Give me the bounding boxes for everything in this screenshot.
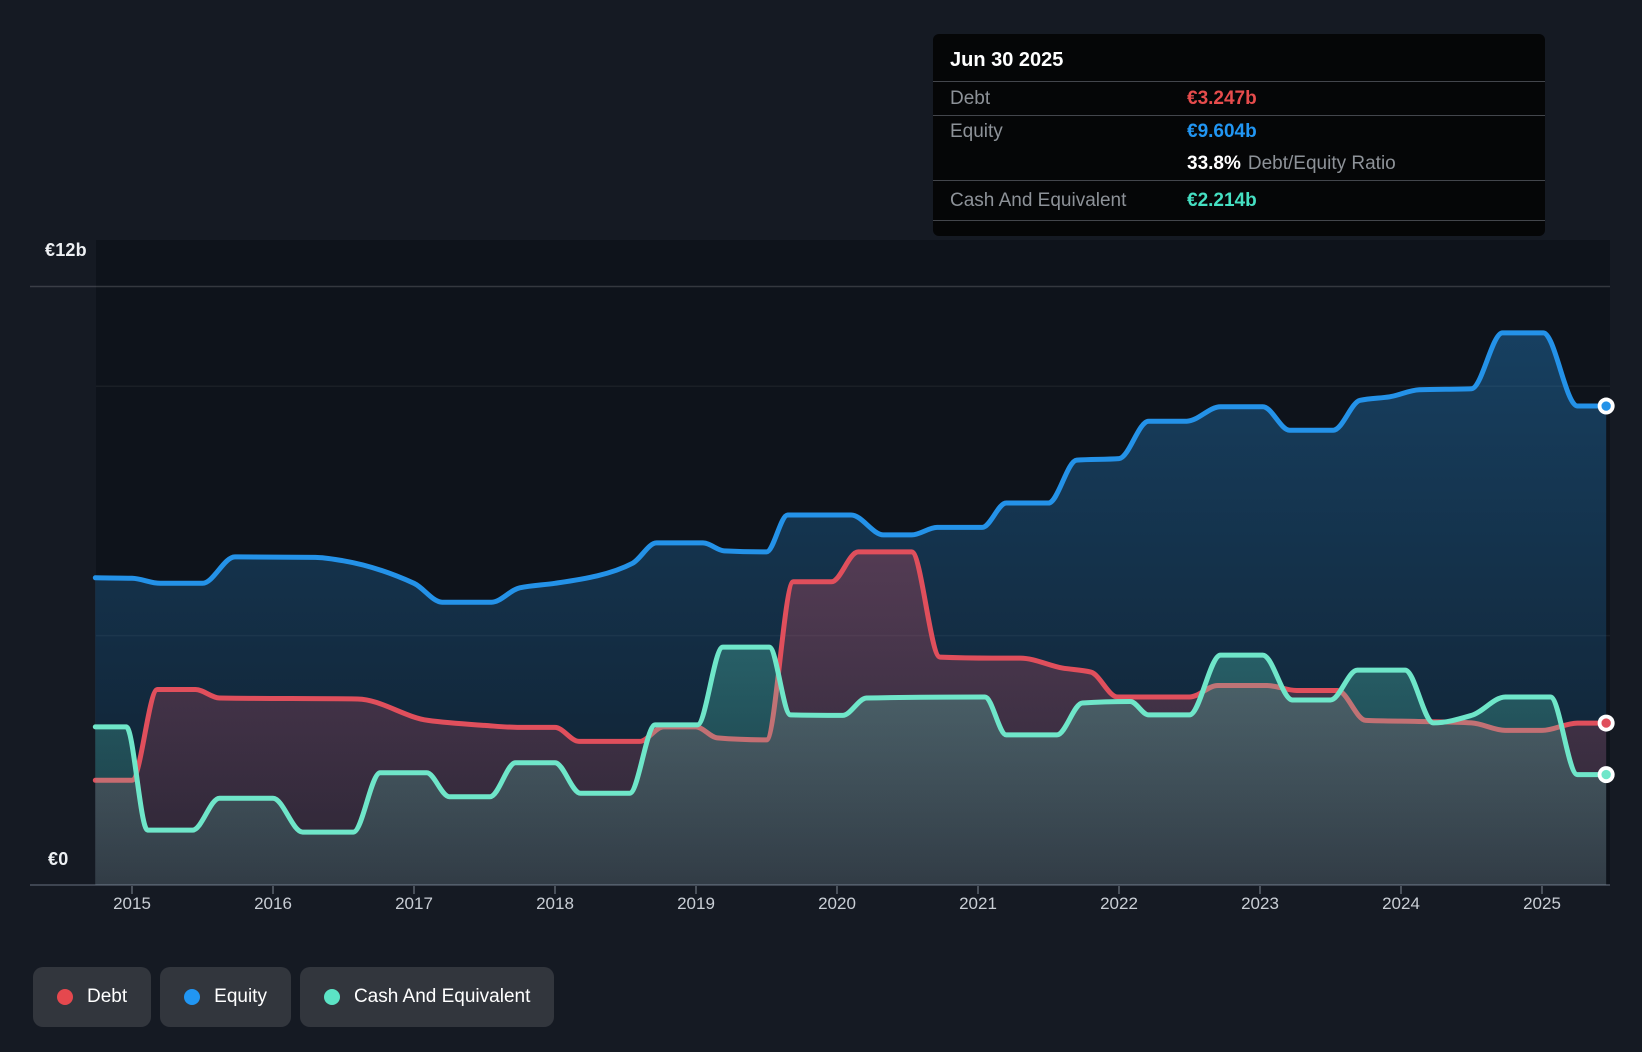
equity-end-marker-dot <box>1601 401 1611 411</box>
x-axis-label-2024: 2024 <box>1382 894 1420 913</box>
cash-and-equivalent-line <box>92 644 1609 835</box>
x-axis-label-2017: 2017 <box>395 894 433 913</box>
x-axis-labels: 2015 2016 2017 2018 2019 2020 2021 2022 2023 2024… <box>0 894 1642 920</box>
x-axis-label-2020: 2020 <box>818 894 856 913</box>
y-axis-label-12b: €12b <box>45 240 87 260</box>
x-axis-label-2023: 2023 <box>1241 894 1279 913</box>
legend-debt-label: Debt <box>87 986 128 1007</box>
tooltip-ratio-row: 33.8% Debt/Equity Ratio <box>933 147 1545 181</box>
debt-end-marker-dot <box>1601 718 1611 728</box>
tooltip-debt-row: Debt €3.247b <box>933 82 1545 116</box>
equity-line <box>92 330 1609 605</box>
cash-dot-icon <box>323 989 340 1005</box>
tooltip-equity-row: Equity €9.604b <box>933 116 1545 147</box>
tooltip-equity-value: €9.604b <box>1187 120 1257 142</box>
legend-item-equity[interactable]: Equity <box>160 967 291 1027</box>
debt-dot-icon <box>57 989 73 1005</box>
equity-dot-icon <box>184 989 201 1005</box>
tooltip-equity-label: Equity <box>950 120 1003 142</box>
x-axis-label-2018: 2018 <box>536 894 574 913</box>
legend-item-cash[interactable]: Cash And Equivalent <box>299 967 555 1027</box>
legend-item-debt[interactable]: Debt <box>33 967 152 1027</box>
tooltip-cash-label: Cash And Equivalent <box>950 189 1127 211</box>
x-axis-label-2016: 2016 <box>254 894 292 913</box>
tooltip-debt-value: €3.247b <box>1187 87 1257 109</box>
tooltip-ratio-value: 33.8% <box>1187 152 1241 174</box>
legend-cash-label: Cash And Equivalent <box>353 986 531 1007</box>
x-axis-label-2015: 2015 <box>113 894 151 913</box>
x-axis-label-2021: 2021 <box>959 894 997 913</box>
cash-and-equivalent-end-marker-dot <box>1601 769 1611 780</box>
y-axis-label-0: €0 <box>48 849 69 869</box>
tooltip-cash-row: Cash And Equivalent €2.214b <box>933 181 1545 221</box>
tooltip-debt-label: Debt <box>950 87 991 109</box>
x-axis-label-2019: 2019 <box>677 894 715 913</box>
legend-equity-label: Equity <box>214 986 267 1007</box>
chart-tooltip: Jun 30 2025 Debt €3.247b Equity €9.604b … <box>933 34 1545 236</box>
cash-and-equivalent-area <box>95 647 1607 885</box>
x-axis-label-2025: 2025 <box>1523 894 1561 913</box>
chart-legend: Debt Equity Cash And Equivalent <box>33 967 555 1027</box>
tooltip-date: Jun 30 2025 <box>933 34 1545 82</box>
tooltip-ratio-label: Debt/Equity Ratio <box>1247 152 1396 174</box>
x-axis-label-2022: 2022 <box>1100 894 1138 913</box>
tooltip-cash-value: €2.214b <box>1187 189 1257 211</box>
